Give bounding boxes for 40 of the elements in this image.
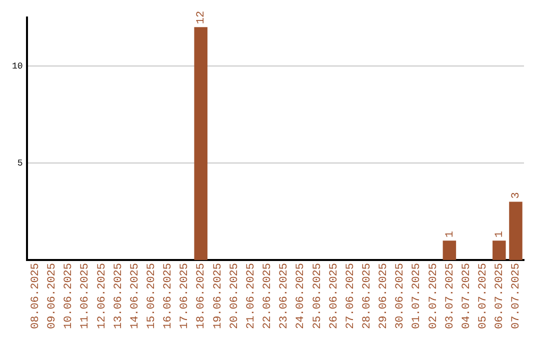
data-label: 3 — [510, 192, 523, 199]
x-tick-label: 07.07.2025 — [510, 262, 523, 330]
bar — [509, 202, 522, 260]
x-tick-label: 20.06.2025 — [228, 262, 241, 330]
x-tick-label: 03.07.2025 — [444, 262, 456, 330]
x-tick-label: 29.06.2025 — [378, 262, 390, 330]
data-label: 1 — [494, 230, 506, 238]
x-tick-label: 18.06.2025 — [196, 262, 208, 330]
x-tick-label: 08.06.2025 — [30, 262, 42, 330]
x-tick-label: 05.07.2025 — [477, 262, 490, 330]
x-tick-label: 17.06.2025 — [179, 262, 192, 330]
x-tick-label: 28.06.2025 — [361, 262, 374, 330]
x-tick-label: 26.06.2025 — [328, 262, 340, 330]
x-tick-label: 25.06.2025 — [312, 262, 324, 330]
y-tick-label: 5 — [17, 158, 23, 168]
x-tick-label: 30.06.2025 — [394, 262, 407, 330]
x-tick-label: 02.07.2025 — [428, 262, 440, 330]
x-tick-label: 11.06.2025 — [80, 262, 92, 330]
x-tick-label: 10.06.2025 — [63, 262, 76, 330]
x-tick-label: 23.06.2025 — [278, 262, 291, 330]
y-tick-label: 10 — [12, 61, 23, 72]
x-tick-label: 01.07.2025 — [411, 262, 424, 330]
bar — [194, 27, 208, 260]
x-tick-label: 27.06.2025 — [344, 262, 357, 330]
x-tick-label: 04.07.2025 — [460, 262, 473, 330]
data-label: 12 — [196, 10, 208, 24]
x-tick-label: 16.06.2025 — [162, 262, 175, 330]
x-tick-label: 22.06.2025 — [262, 262, 274, 330]
x-tick-label: 12.06.2025 — [96, 262, 108, 330]
bar — [442, 240, 456, 260]
x-tick-label: 15.06.2025 — [146, 262, 158, 330]
x-tick-label: 06.07.2025 — [494, 262, 506, 330]
x-tick-label: 09.06.2025 — [46, 262, 59, 330]
x-tick-label: 19.06.2025 — [212, 262, 224, 330]
bar — [492, 240, 506, 260]
x-tick-label: 14.06.2025 — [129, 262, 142, 330]
x-tick-label: 21.06.2025 — [245, 262, 258, 330]
x-tick-label: 24.06.2025 — [295, 262, 308, 330]
data-label: 1 — [444, 230, 456, 238]
x-tick-label: 13.06.2025 — [112, 262, 125, 330]
